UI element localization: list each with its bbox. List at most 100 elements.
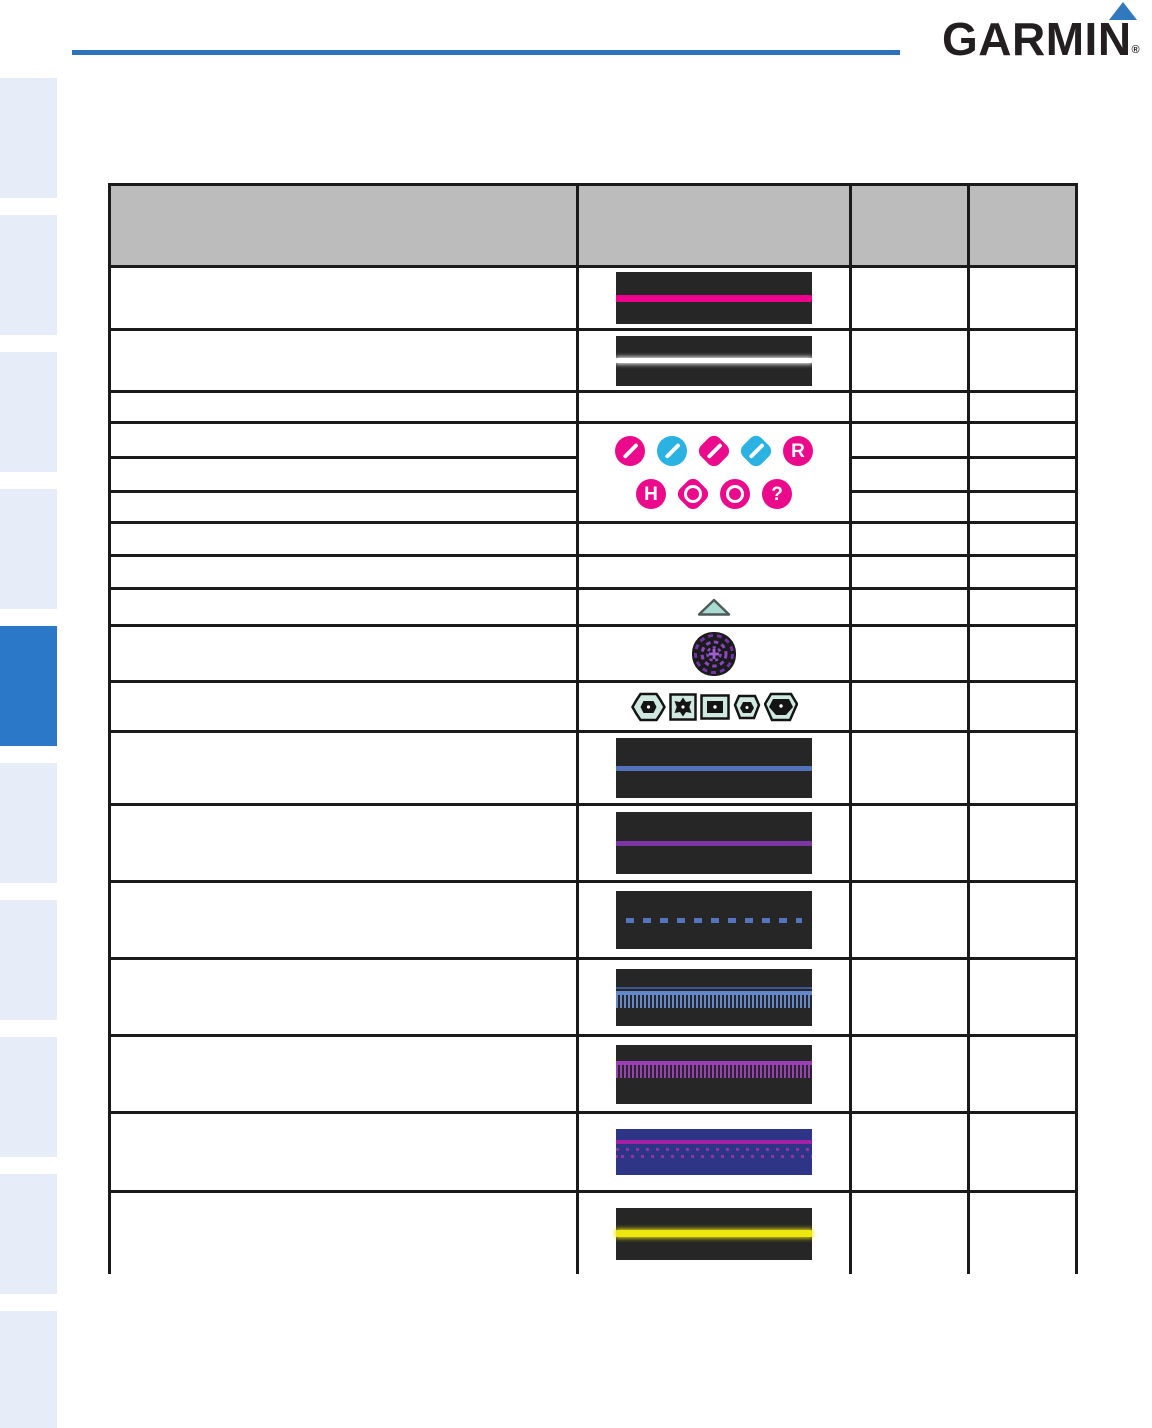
- diamond-runway-slash-magenta-icon: [695, 432, 733, 470]
- row-blue-solid-line-symbol-cell: [579, 733, 849, 803]
- row-blue-dashed-line-cell-3: [852, 883, 967, 957]
- row-violet-comb-line-symbol-cell: [579, 1037, 849, 1111]
- row-yellow-solid-line-symbol-cell: [579, 1193, 849, 1274]
- row-blue-comb-line-comb-ticks: [616, 994, 812, 1008]
- circle-runway-slash-cyan-icon: [654, 432, 690, 470]
- row-blue-dashed-line-symbol-cell: [579, 883, 849, 957]
- map-symbols-table: R H?: [108, 183, 1078, 1274]
- row-intersection-triangle-cell-4: [970, 590, 1075, 624]
- diamond-runway-slash-cyan-icon: [737, 432, 775, 470]
- row-intersection-triangle-cell-3: [852, 590, 967, 624]
- table-header-cell-1: [111, 186, 576, 265]
- ring-glyph: [726, 485, 744, 503]
- row-indigo-magenta-line-dots-dot-row-1: [616, 1148, 812, 1151]
- circle-letter-r-magenta-icon-body: [783, 436, 813, 466]
- section-tab-7: [0, 900, 57, 1020]
- row-empty-3-cell-1: [111, 557, 576, 587]
- row-violet-solid-line-symbol-cell: [579, 806, 849, 880]
- row-indigo-magenta-line-dots-dot-row-2: [616, 1155, 812, 1158]
- row-vrp-compass-rose-cell-3: [852, 627, 967, 680]
- row-blue-dashed-line-cell-1: [111, 883, 576, 957]
- section-tab-6: [0, 763, 57, 883]
- row-vrp-compass-rose-symbol-cell: [579, 627, 849, 680]
- row-violet-comb-line-line: [616, 1060, 812, 1065]
- row-blue-comb-line-symbol-cell: [579, 960, 849, 1034]
- row-violet-comb-line-cell-1: [111, 1037, 576, 1111]
- row-indigo-magenta-line-dots-cell-1: [111, 1114, 576, 1190]
- row-indigo-magenta-line-dots-box: [616, 1129, 812, 1175]
- row-violet-solid-line-cell-3: [852, 806, 967, 880]
- row-blue-solid-line-cell-4: [970, 733, 1075, 803]
- airport-symbols-row-1: R: [609, 432, 819, 470]
- row-yellow-solid-line-line: [616, 1230, 812, 1237]
- row-airports-1-cell-4: [970, 424, 1075, 456]
- row-empty-1-cell-4: [970, 393, 1075, 421]
- row-white-solid-line-line: [616, 358, 812, 363]
- row-violet-comb-line-box: [616, 1044, 812, 1104]
- table-header-cell-3: [852, 186, 967, 265]
- row-blue-comb-line-cell-4: [970, 960, 1075, 1034]
- letter-glyph: R: [791, 440, 805, 462]
- row-empty-2-cell-1: [111, 524, 576, 554]
- row-intersection-triangle-cell-1: [111, 590, 576, 624]
- section-tab-2: [0, 215, 57, 335]
- navaid-square-star-icon: [668, 692, 697, 721]
- diamond-ring-magenta-icon: [674, 475, 712, 513]
- garmin-wordmark: GARMIN: [942, 13, 1132, 65]
- row-white-solid-line-cell-1: [111, 331, 576, 390]
- row-blue-comb-line-line: [616, 990, 812, 995]
- circle-runway-slash-magenta-icon: [612, 432, 648, 470]
- row-empty-3-cell-4: [970, 557, 1075, 587]
- navaid-small-pentagon-icon: [733, 693, 761, 721]
- row-indigo-magenta-line-dots-line: [616, 1140, 812, 1144]
- row-blue-dashed-line-cell-4: [970, 883, 1075, 957]
- circle-question-magenta-icon-body: [762, 479, 792, 509]
- section-tab-9: [0, 1174, 57, 1294]
- vrp-compass-rose-icon: [691, 631, 737, 676]
- section-tab-5: [0, 626, 57, 746]
- row-yellow-solid-line-box: [616, 1207, 812, 1260]
- row-navaid-symbols-symbol-cell: [579, 683, 849, 730]
- garmin-delta-icon: [1109, 2, 1137, 20]
- row-violet-solid-line-line: [616, 840, 812, 846]
- row-blue-dashed-line-box: [616, 891, 812, 949]
- row-airports-1-cell-3: [852, 424, 967, 456]
- row-blue-comb-line-cell-3: [852, 960, 967, 1034]
- row-violet-solid-line-cell-1: [111, 806, 576, 880]
- circle-letter-h-magenta-icon: H: [633, 475, 669, 513]
- row-airports-3-cell-4: [970, 493, 1075, 521]
- header-rule: [72, 50, 900, 55]
- table-header-cell-4: [970, 186, 1075, 265]
- row-airports-1-symbol-cell: R H?: [579, 424, 849, 521]
- row-blue-solid-line-cell-3: [852, 733, 967, 803]
- letter-glyph: H: [644, 483, 658, 505]
- garmin-logo-text: GARMIN®: [942, 13, 1140, 65]
- circle-ring-magenta-icon: [717, 475, 753, 513]
- row-empty-1-symbol-cell: [579, 393, 849, 421]
- row-violet-comb-line-cell-4: [970, 1037, 1075, 1111]
- row-empty-1-cell-1: [111, 393, 576, 421]
- navaid-rectangle-icon: [699, 693, 730, 720]
- row-violet-solid-line-box: [616, 812, 812, 874]
- row-magenta-solid-line-cell-1: [111, 268, 576, 328]
- row-blue-comb-line-box: [616, 968, 812, 1026]
- row-indigo-magenta-line-dots-cell-3: [852, 1114, 967, 1190]
- section-tab-8: [0, 1037, 57, 1157]
- row-vrp-compass-rose-cell-1: [111, 627, 576, 680]
- row-magenta-solid-line-line: [616, 294, 812, 302]
- row-white-solid-line-symbol-cell: [579, 331, 849, 390]
- row-blue-dashed-line-line: [625, 917, 803, 923]
- airport-symbols-group: R H?: [609, 432, 819, 513]
- row-empty-1-cell-3: [852, 393, 967, 421]
- airport-symbols-row-2: H?: [630, 475, 798, 513]
- circle-letter-h-magenta-icon-body: [636, 479, 666, 509]
- section-tab-1: [0, 78, 57, 198]
- row-indigo-magenta-line-dots-symbol-cell: [579, 1114, 849, 1190]
- row-blue-comb-line-topline: [616, 986, 812, 989]
- row-blue-solid-line-box: [616, 738, 812, 798]
- row-magenta-solid-line-cell-4: [970, 268, 1075, 328]
- table-header-cell-2: [579, 186, 849, 265]
- row-magenta-solid-line-box: [616, 272, 812, 324]
- row-airports-3-cell-1: [111, 493, 576, 521]
- row-vrp-compass-rose-cell-4: [970, 627, 1075, 680]
